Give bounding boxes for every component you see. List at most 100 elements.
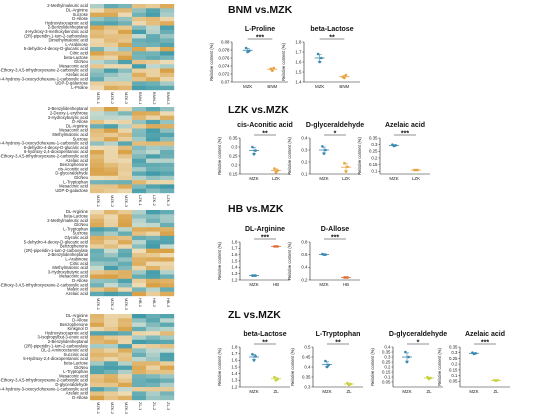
heatmap-cell xyxy=(118,68,133,73)
heatmap-cell xyxy=(160,154,175,159)
heatmap-row-label: 2-Methylmaleuric acid xyxy=(47,3,88,8)
y-axis-label: Relative content (%) xyxy=(281,43,286,81)
heatmap-cell xyxy=(90,107,105,112)
heatmap-cell xyxy=(132,77,147,82)
data-point xyxy=(321,145,324,148)
heatmap-cell xyxy=(160,111,175,116)
heatmap-cell xyxy=(132,111,147,116)
heatmap-cell xyxy=(118,244,133,249)
dot-plot: D-Allose 0.2 0.4 0.6 0.8 Relative content (%)… xyxy=(287,226,360,287)
heatmap-cell xyxy=(118,278,133,284)
heatmap-cell xyxy=(146,150,161,155)
data-point xyxy=(276,245,279,248)
heatmap-cell xyxy=(160,253,175,258)
heatmap-cell xyxy=(104,318,119,323)
plot-title: D-Allose xyxy=(321,226,350,233)
heatmap-cell xyxy=(118,348,133,353)
dot-plot: L-Proline 0.07 0.072 0.074 0.076 0.078 0.08 Rel… xyxy=(209,26,288,89)
heatmap-cell xyxy=(118,344,133,349)
y-tick-label: 0.8 xyxy=(301,239,308,244)
heatmap-cell xyxy=(132,261,147,267)
x-tick-label: LZK xyxy=(342,176,350,181)
y-tick-label: 0.078 xyxy=(219,47,231,52)
heatmap-row-label: L-Arabinose xyxy=(65,42,88,47)
heatmap-cell xyxy=(160,331,175,336)
heatmap-column-label: MZK-1 xyxy=(96,92,101,105)
y-axis-label: Relative content (%) xyxy=(437,348,442,386)
heatmap-cell xyxy=(160,261,175,267)
heatmap-row-label: GlcNeu xyxy=(74,222,89,227)
heatmap-cell xyxy=(132,270,147,275)
y-tick-label: 0.4 xyxy=(304,364,311,369)
heatmap-cell xyxy=(160,137,175,142)
heatmap-cell xyxy=(160,145,175,151)
heatmap-cell xyxy=(160,387,175,392)
heatmap-row-label: 2-Deoxy-L-erythrose xyxy=(50,111,89,116)
heatmap-cell xyxy=(90,218,105,224)
significance-label: ** xyxy=(329,34,335,41)
heatmap-cell xyxy=(90,382,105,388)
significance-label: *** xyxy=(401,130,409,137)
heatmap-cell xyxy=(132,352,147,358)
x-tick-label: MZK xyxy=(315,84,324,89)
data-point xyxy=(346,276,349,279)
heatmap-cell xyxy=(118,235,133,241)
heatmap-cell xyxy=(160,274,175,279)
heatmap-cell xyxy=(146,55,161,61)
heatmap-cell xyxy=(132,357,147,362)
heatmap-cell xyxy=(104,29,119,35)
plot-title: D-glyceraldehyde xyxy=(306,122,364,129)
heatmap-row-label: (1S,4S)-4-hydroxy-3-oxocyclohexane-1-car… xyxy=(0,141,89,146)
heatmap-cell xyxy=(118,357,133,362)
heatmap-cell xyxy=(160,162,175,168)
heatmap-cell xyxy=(118,4,133,9)
heatmap-cell xyxy=(104,365,119,371)
plot-title: Azelaic acid xyxy=(465,331,505,338)
heatmap-cell xyxy=(90,244,105,249)
heatmap-cell xyxy=(146,25,161,30)
data-point xyxy=(273,167,276,170)
x-tick-label: MZK xyxy=(402,389,411,394)
data-point xyxy=(327,363,330,367)
heatmap-row-label: L-Tryptophan xyxy=(63,179,88,184)
heatmap-cell xyxy=(132,214,147,219)
heatmap-cell xyxy=(104,154,119,159)
heatmap-cell xyxy=(118,227,133,232)
heatmap-cell xyxy=(118,369,133,375)
heatmap-cell xyxy=(146,16,161,22)
heatmap-cell xyxy=(90,331,105,336)
data-point xyxy=(349,382,352,386)
data-point xyxy=(344,170,348,173)
heatmap-cell xyxy=(104,124,119,129)
heatmap-row-label: Hydroxyisocaproic acid xyxy=(45,330,89,335)
heatmap-cell xyxy=(132,227,147,232)
heatmap-row-label: Methylmalonic acid xyxy=(52,265,88,270)
heatmap-cell xyxy=(132,171,147,176)
heatmap-column-label: HB-1 xyxy=(138,298,143,308)
heatmap-cell xyxy=(146,21,161,26)
significance-label: ** xyxy=(335,339,341,346)
heatmap-cell xyxy=(90,391,105,396)
heatmap-cell xyxy=(118,107,133,112)
heatmap-cell xyxy=(118,248,133,254)
heatmap-cell xyxy=(118,240,133,245)
heatmap-cell xyxy=(132,314,147,319)
data-point xyxy=(254,274,257,277)
heatmap-cell xyxy=(118,132,133,138)
heatmap-cell xyxy=(90,374,105,379)
y-tick-label: 1.3 xyxy=(231,378,238,383)
x-tick-label: BNM xyxy=(339,84,349,89)
heatmap-cell xyxy=(90,16,105,22)
heatmap-cell xyxy=(160,218,175,224)
heatmap-cell xyxy=(132,231,147,236)
heatmap-cell xyxy=(160,158,175,164)
x-tick-label: MZK xyxy=(469,389,478,394)
heatmap-column-label: ZL-1 xyxy=(138,402,143,411)
heatmap-cell xyxy=(90,214,105,219)
heatmap-cell xyxy=(104,72,119,78)
heatmap-cell xyxy=(160,322,175,328)
heatmap-cell xyxy=(160,265,175,271)
heatmap-cell xyxy=(132,387,147,392)
heatmap-row-label: 6-hydroxy-2,4-dioxopentanoic acid xyxy=(24,149,89,154)
y-tick-label: 0.25 xyxy=(369,149,378,154)
